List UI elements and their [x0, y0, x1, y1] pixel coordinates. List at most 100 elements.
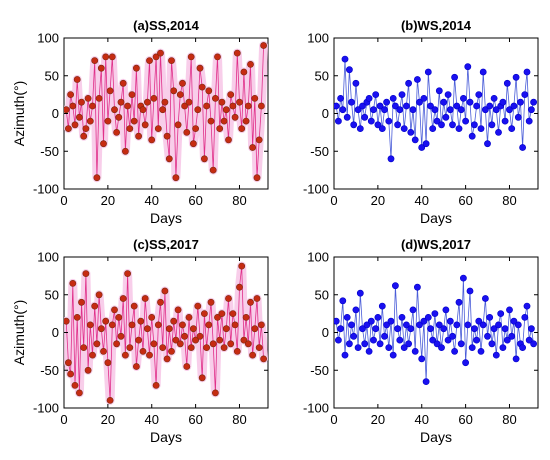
panel-b-point-28: [391, 102, 399, 110]
panel-b-point-44: [427, 102, 434, 110]
panel-c-point-71: [216, 336, 224, 344]
panel-c-point-12: [86, 321, 94, 329]
panel-a-point-25: [115, 113, 123, 121]
panel-b: 0 20 40 60 80 -100 -50 0 50 100 (b)WS,2014 Days: [303, 18, 539, 226]
panel-b-point-45: [429, 125, 437, 133]
panel-a-point-17: [97, 64, 105, 72]
panel-b-point-71: [486, 102, 494, 110]
panel-b-point-30: [396, 106, 404, 114]
panel-c-point-17: [97, 325, 105, 333]
panel-a-point-19: [102, 53, 110, 61]
panel-b-point-5: [341, 55, 349, 63]
panel-b-point-24: [383, 98, 390, 106]
panel-a-ylabel: Azimuth(°): [11, 81, 27, 147]
panel-a-point-79: [233, 49, 241, 57]
panel-d-point-13: [359, 325, 366, 333]
panel-d-point-62: [466, 287, 474, 295]
panel-b-ytick-label-50: 50: [315, 68, 329, 83]
panel-c-point-59: [189, 325, 197, 333]
panel-d-point-75: [495, 321, 502, 329]
panel-d-point-39: [416, 321, 423, 329]
panel-a-point-50: [170, 87, 178, 95]
panel-c-point-34: [135, 336, 142, 344]
panel-d-point-12: [356, 289, 364, 297]
panel-d-point-30: [396, 336, 404, 344]
panel-d-point-58: [457, 340, 465, 348]
panel-a-point-89: [255, 136, 263, 144]
panel-b-point-46: [431, 106, 439, 114]
panel-c-point-19: [102, 317, 110, 325]
panel-b-plot-area: [334, 55, 537, 163]
panel-d-point-35: [407, 325, 415, 333]
panel-d-point-55: [451, 347, 458, 355]
panel-a-point-52: [174, 121, 182, 129]
panel-a-point-81: [238, 125, 246, 133]
panel-a-point-11: [84, 95, 92, 102]
panel-a-ytick-label-100: -100: [33, 182, 59, 197]
panel-a-point-41: [150, 95, 158, 102]
panel-c-point-80: [236, 283, 243, 291]
panel-c-point-1: [64, 317, 70, 325]
panel-a-point-33: [132, 64, 140, 72]
panel-c-point-57: [185, 313, 193, 321]
panel-a-point-71: [216, 125, 224, 133]
panel-d-point-73: [490, 325, 498, 333]
panel-b-point-59: [459, 95, 467, 102]
panel-b-point-78: [501, 117, 509, 125]
panel-a-point-10: [82, 125, 90, 133]
panel-d-point-79: [503, 336, 511, 344]
panel-a-point-4: [69, 102, 77, 110]
panel-c-point-20: [104, 359, 112, 367]
panel-b-ytick-label-100: -100: [303, 182, 329, 197]
panel-a-plot-area: [64, 41, 268, 183]
panel-c-point-78: [231, 321, 239, 329]
panel-d-point-5: [341, 351, 349, 359]
panel-a-point-80: [236, 98, 243, 106]
panel-d-point-8: [348, 321, 355, 329]
panel-b-point-52: [444, 91, 452, 98]
panel-d-point-71: [486, 313, 494, 321]
panel-c-point-49: [168, 347, 175, 355]
panel-c-point-25: [115, 313, 123, 321]
panel-d-point-25: [385, 344, 393, 351]
panel-d-point-49: [438, 344, 445, 351]
panel-d-ytick-label-100: -100: [303, 401, 329, 416]
panel-c-point-81: [238, 262, 246, 270]
panel-a-xtick-label-0: 0: [60, 193, 67, 208]
panel-a-point-23: [111, 106, 118, 114]
panel-c-point-41: [150, 340, 158, 348]
panel-b-point-68: [479, 68, 487, 76]
panel-b-point-84: [514, 113, 522, 121]
panel-c-point-8: [78, 298, 85, 306]
panel-a-point-86: [249, 144, 256, 151]
panel-a-point-32: [130, 117, 138, 125]
panel-a-point-31: [128, 91, 136, 98]
panel-a-point-88: [253, 174, 261, 182]
panel-c-point-14: [91, 302, 99, 310]
panel-b-point-6: [343, 113, 351, 121]
panel-a-point-28: [122, 147, 129, 155]
panel-b-point-32: [400, 125, 408, 133]
panel-b-point-48: [435, 87, 443, 95]
panel-a-point-20: [104, 117, 112, 125]
panel-a-ytick-label-100: 100: [37, 31, 59, 46]
panel-a-point-67: [207, 117, 215, 125]
panel-c-xlabel: Days: [150, 429, 182, 445]
panel-b-point-56: [453, 102, 461, 110]
panel-a-point-59: [189, 140, 197, 148]
panel-c-point-7: [76, 389, 83, 397]
panel-d-point-76: [497, 310, 505, 317]
panel-d-point-56: [453, 321, 461, 329]
panel-a-point-5: [71, 121, 79, 129]
panel-b-point-39: [416, 98, 423, 106]
panel-a-point-38: [143, 98, 151, 106]
panel-d-ytick-label-50: 50: [315, 287, 329, 302]
panel-b-point-54: [449, 121, 456, 129]
panel-a-ytick-label-50: -50: [40, 144, 59, 159]
panel-a-xtick-label-60: 60: [188, 193, 202, 208]
panel-d-point-57: [455, 298, 463, 306]
panel-c-point-54: [179, 321, 186, 329]
panel-d-point-66: [475, 317, 483, 325]
panel-a-ytick-label-0: 0: [52, 106, 59, 121]
panel-b-point-20: [374, 121, 382, 129]
